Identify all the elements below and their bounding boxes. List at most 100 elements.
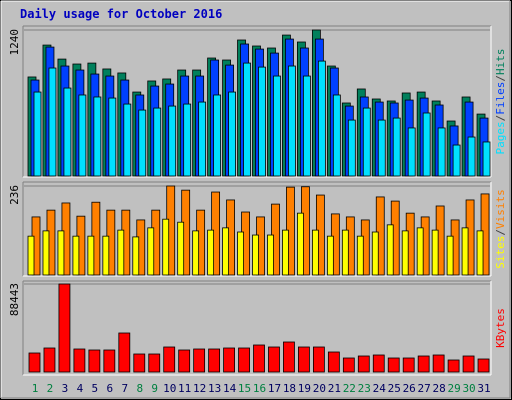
legend-entry: Sites: [494, 236, 507, 269]
x-tick-label: 12: [193, 382, 206, 395]
bar: [48, 67, 57, 177]
bar: [223, 347, 235, 373]
x-tick-label: 5: [92, 382, 99, 395]
bar: [362, 107, 371, 177]
x-tick-label: 25: [388, 382, 401, 395]
bar: [437, 127, 446, 177]
bar: [326, 235, 334, 276]
x-tick-label: 20: [313, 382, 326, 395]
bar: [273, 75, 281, 177]
x-tick-label: 31: [477, 382, 490, 395]
bar: [461, 227, 469, 276]
legend-entry: Files: [494, 82, 507, 115]
bar: [386, 224, 394, 276]
x-tick-label: 27: [418, 382, 431, 395]
bar: [407, 127, 416, 177]
bar: [342, 357, 355, 373]
bar: [282, 229, 289, 276]
bar: [482, 141, 491, 177]
bar: [297, 212, 304, 276]
x-tick-label: 1: [32, 382, 39, 395]
bar: [237, 231, 244, 276]
bar: [347, 119, 356, 177]
bar: [452, 144, 461, 177]
x-tick-label: 4: [77, 382, 84, 395]
x-tick-label: 30: [462, 382, 475, 395]
bar: [207, 229, 215, 276]
bar: [168, 105, 177, 177]
x-tick-label: 6: [107, 382, 114, 395]
legend-entry: KBytes: [494, 308, 507, 348]
x-tick-label: 16: [253, 382, 266, 395]
bar: [317, 60, 326, 177]
bar: [178, 349, 191, 373]
x-tick-label: 29: [447, 382, 460, 395]
legend: Pages/Files/Hits: [494, 49, 507, 155]
bar: [371, 231, 379, 276]
bar: [332, 94, 341, 177]
x-tick-label: 28: [433, 382, 446, 395]
bar: [477, 358, 490, 373]
bar: [162, 218, 170, 276]
bar: [298, 346, 310, 373]
bar: [392, 117, 401, 177]
bar: [93, 96, 102, 177]
bar: [123, 103, 132, 177]
legend-entry: Hits: [494, 49, 507, 76]
legend-entry: Visits: [494, 189, 507, 229]
bar: [372, 354, 385, 373]
bar: [253, 344, 265, 373]
bar: [417, 355, 430, 373]
bar: [27, 235, 35, 276]
bar: [213, 94, 222, 177]
bar: [73, 348, 86, 373]
bar: [222, 227, 229, 276]
bar: [327, 351, 340, 373]
bar: [416, 227, 424, 276]
bar: [432, 354, 445, 373]
x-tick-label: 17: [268, 382, 281, 395]
bar: [192, 230, 200, 276]
bar: [267, 234, 274, 276]
bar: [57, 230, 65, 276]
bar: [132, 236, 140, 276]
bar: [63, 87, 72, 177]
bar: [238, 347, 250, 373]
x-tick-label: 21: [328, 382, 341, 395]
bar: [447, 359, 460, 373]
bar: [431, 229, 439, 276]
bar: [133, 353, 146, 373]
bar: [268, 346, 280, 373]
bar: [357, 355, 370, 373]
x-tick-label: 24: [373, 382, 387, 395]
bar: [303, 75, 311, 177]
y-tick-label: 88443: [8, 283, 21, 316]
bar: [311, 229, 319, 276]
bar: [33, 91, 42, 177]
x-tick-label: 10: [163, 382, 176, 395]
bar: [476, 230, 484, 276]
bar: [356, 235, 364, 276]
x-tick-label: 14: [223, 382, 237, 395]
x-tick-label: 11: [178, 382, 191, 395]
bar: [193, 348, 206, 373]
bar: [258, 66, 266, 177]
bar: [446, 235, 454, 276]
x-tick-label: 9: [151, 382, 158, 395]
bar: [148, 353, 161, 373]
legend-separator: /: [494, 229, 507, 236]
legend-separator: /: [494, 115, 507, 122]
y-tick-label: 236: [8, 185, 21, 205]
bar: [228, 91, 236, 177]
chart-title: Daily usage for October 2016: [20, 7, 222, 21]
x-tick-label: 23: [358, 382, 371, 395]
bar: [401, 230, 409, 276]
legend: KBytes: [494, 308, 507, 348]
x-tick-label: 2: [47, 382, 54, 395]
bar: [43, 347, 56, 373]
bar: [183, 103, 192, 177]
x-tick-label: 13: [208, 382, 221, 395]
bar: [198, 101, 207, 177]
bar: [422, 112, 431, 177]
